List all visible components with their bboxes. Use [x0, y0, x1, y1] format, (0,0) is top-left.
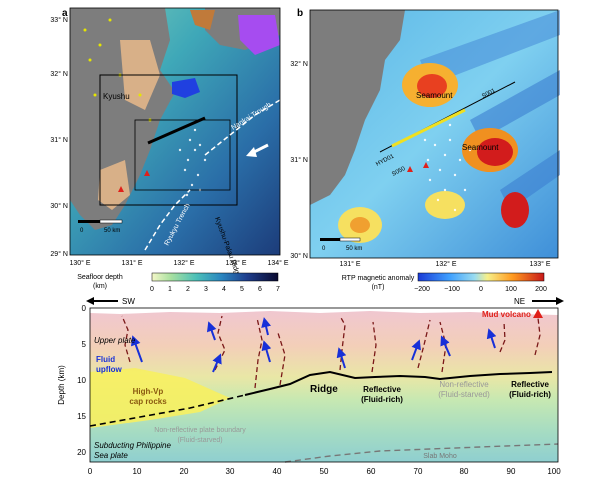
- label-sea-plate: Sea plate: [94, 451, 128, 460]
- depth-tick: 2: [186, 286, 190, 293]
- magnetic-colorbar: RTP magnetic anomaly (nT) −200 −100 0 10…: [342, 272, 547, 293]
- lat-ticks-a: 33° N 32° N 31° N 30° N 29° N: [50, 16, 68, 258]
- depth-tick: 5: [240, 286, 244, 293]
- y-tick: 15: [77, 412, 86, 421]
- lat-tick: 32° N: [290, 60, 308, 68]
- lat-tick: 31° N: [50, 136, 68, 144]
- mag-tick: 0: [479, 286, 483, 293]
- mag-tick: −100: [444, 286, 460, 293]
- panel-a: a: [50, 7, 289, 293]
- lon-ticks-a: 130° E 131° E 132° E 133° E 134° E: [69, 259, 288, 267]
- depth-tick: 6: [258, 286, 262, 293]
- label-upflow: upflow: [96, 365, 123, 374]
- label-fluid-rich-1: (Fluid-rich): [361, 395, 403, 404]
- cross-section: [89, 307, 559, 463]
- x-tick: 90: [507, 467, 516, 476]
- label-high-vp: High-Vp: [133, 387, 164, 396]
- depth-tick: 7: [276, 286, 280, 293]
- x-tick: 0: [88, 467, 93, 476]
- depth-tick: 0: [150, 286, 154, 293]
- lon-tick: 132° E: [435, 260, 456, 268]
- panel-b-map: [309, 9, 560, 259]
- lat-tick: 29° N: [50, 250, 68, 258]
- label-fluid: Fluid: [96, 355, 115, 364]
- lon-ticks-b: 131° E 132° E 133° E: [339, 260, 550, 268]
- lat-tick: 33° N: [50, 16, 68, 24]
- lon-tick: 133° E: [529, 260, 550, 268]
- panel-a-label: a: [62, 8, 68, 19]
- label-slab-moho: Slab Moho: [423, 453, 457, 460]
- x-tick: 100: [547, 467, 561, 476]
- label-upper-plate: Upper plate: [94, 336, 136, 345]
- mag-tick: 200: [535, 286, 547, 293]
- x-tick: 10: [133, 467, 142, 476]
- label-kyushu: Kyushu: [103, 92, 130, 101]
- mag-colorbar-title: RTP magnetic anomaly: [342, 275, 415, 282]
- scale-label-a: 50 km: [104, 228, 120, 234]
- y-tick: 20: [77, 448, 86, 457]
- label-subducting-plate: Subducting Philippine: [94, 441, 171, 450]
- x-ticks: 0 10 20 30 40 50 60 70 80 90 100: [88, 467, 561, 476]
- scale-label-b: 50 km: [346, 246, 362, 252]
- label-ridge: Ridge: [310, 384, 338, 395]
- lat-tick: 30° N: [290, 252, 308, 260]
- x-tick: 70: [414, 467, 423, 476]
- depth-colorbar-unit: (km): [93, 283, 107, 290]
- lon-tick: 130° E: [69, 259, 90, 267]
- lon-tick: 131° E: [339, 260, 360, 268]
- label-nonreflective-boundary: Non-reflective plate boundary: [154, 427, 246, 434]
- lat-ticks-b: 32° N 31° N 30° N: [290, 60, 308, 260]
- panel-c: SW NE: [57, 297, 564, 476]
- y-tick: 0: [82, 304, 87, 313]
- scale-zero-a: 0: [80, 228, 84, 234]
- lon-tick: 134° E: [267, 259, 288, 267]
- y-tick: 10: [77, 376, 86, 385]
- direction-sw: SW: [122, 297, 135, 306]
- scale-zero-b: 0: [322, 246, 326, 252]
- label-reflective-2: Reflective: [511, 380, 549, 389]
- lat-tick: 31° N: [290, 156, 308, 164]
- depth-colorbar: Seafloor depth (km) 0 1 2 3 4 5 6 7: [77, 272, 280, 293]
- panel-b: b: [290, 8, 560, 293]
- y-tick: 5: [82, 340, 87, 349]
- label-seamount-1: Seamount: [416, 91, 453, 100]
- label-cap-rocks: cap rocks: [129, 397, 167, 406]
- label-non-reflective: Non-reflective: [439, 380, 489, 389]
- label-seamount-2: Seamount: [462, 143, 499, 152]
- x-tick: 20: [180, 467, 189, 476]
- x-tick: 60: [367, 467, 376, 476]
- label-fluid-rich-2: (Fluid-rich): [509, 390, 551, 399]
- label-fluid-starved: (Fluid-starved): [438, 390, 490, 399]
- x-tick: 30: [226, 467, 235, 476]
- x-tick: 80: [460, 467, 469, 476]
- label-reflective-1: Reflective: [363, 385, 401, 394]
- panel-b-label: b: [297, 8, 303, 19]
- depth-tick: 3: [204, 286, 208, 293]
- y-axis-label: Depth (km): [57, 365, 66, 405]
- mag-tick: 100: [505, 286, 517, 293]
- lat-tick: 32° N: [50, 70, 68, 78]
- direction-ne: NE: [514, 297, 525, 306]
- mag-colorbar-unit: (nT): [372, 284, 385, 291]
- depth-tick: 4: [222, 286, 226, 293]
- lat-tick: 30° N: [50, 202, 68, 210]
- label-nonreflective-boundary-sub: (Fluid-starved): [177, 437, 222, 444]
- lon-tick: 132° E: [173, 259, 194, 267]
- depth-tick: 1: [168, 286, 172, 293]
- panel-a-map: [69, 7, 281, 256]
- lon-tick: 131° E: [121, 259, 142, 267]
- y-ticks: 0 5 10 15 20: [77, 304, 86, 457]
- x-tick: 40: [273, 467, 282, 476]
- label-mud-volcano: Mud volcano: [482, 310, 531, 319]
- x-tick: 50: [320, 467, 329, 476]
- depth-colorbar-title: Seafloor depth: [77, 274, 123, 281]
- lon-tick: 133° E: [225, 259, 246, 267]
- mag-tick: −200: [414, 286, 430, 293]
